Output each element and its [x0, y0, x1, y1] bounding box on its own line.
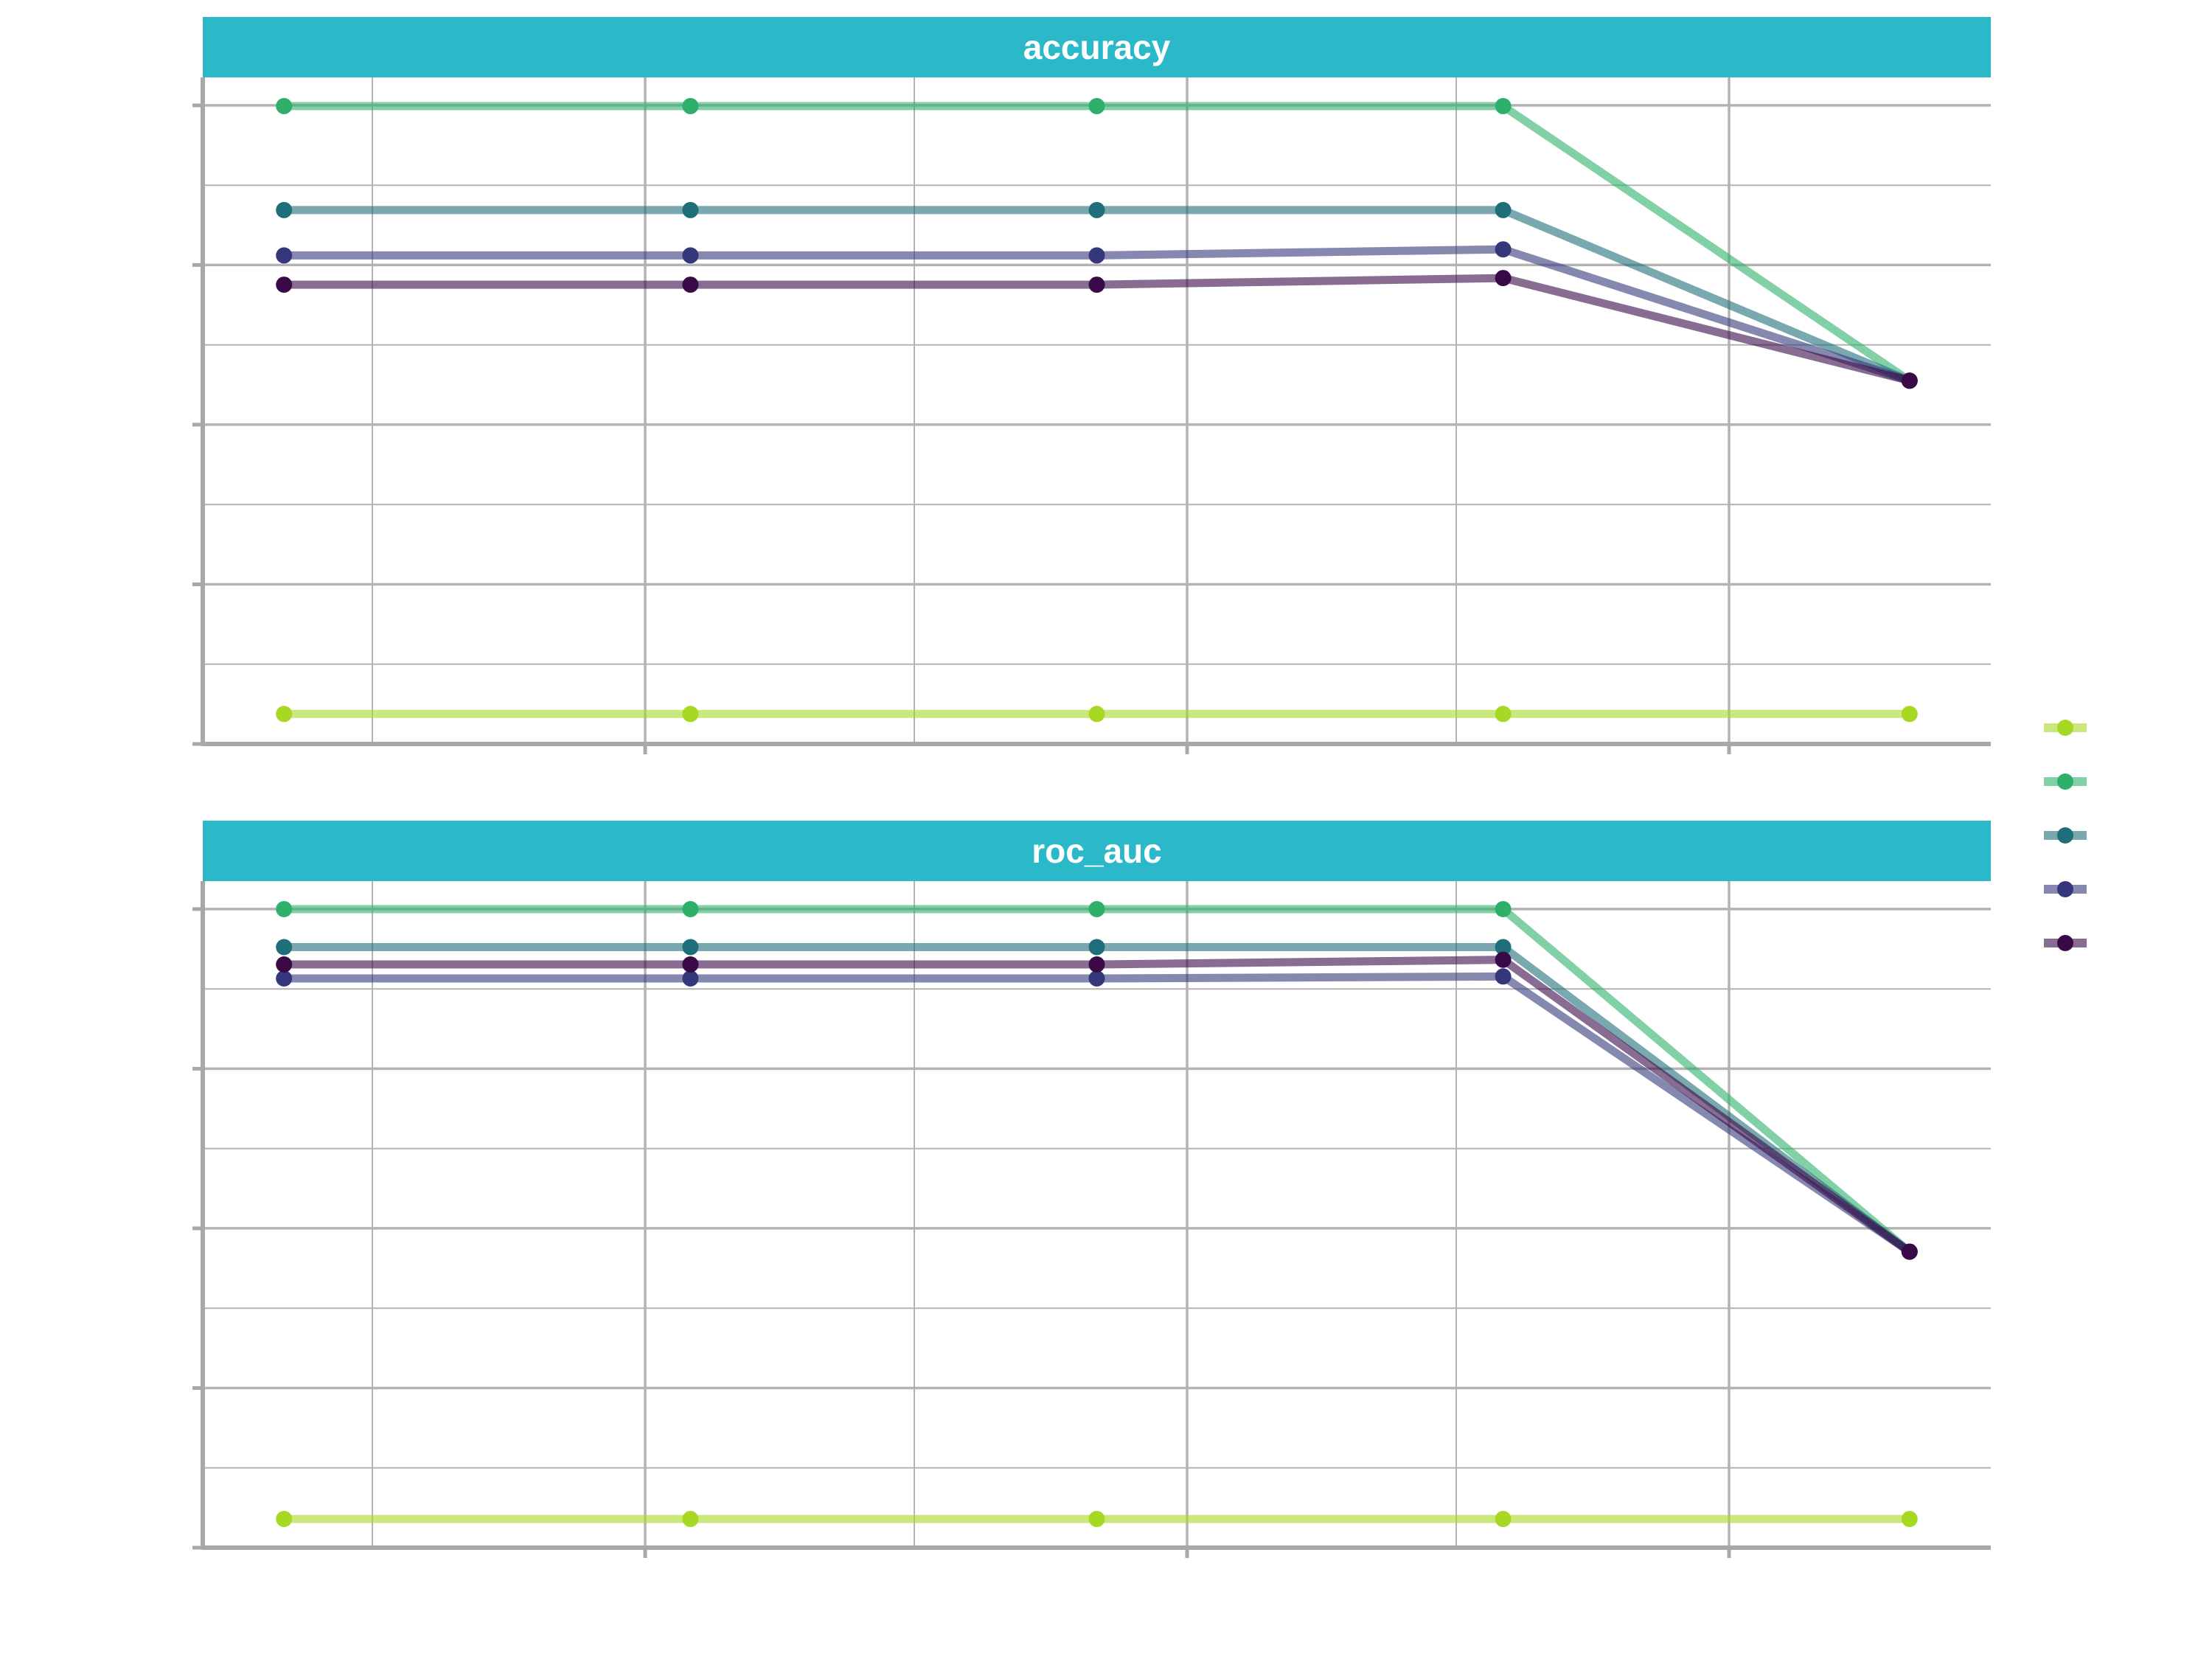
data-point [276, 247, 293, 264]
data-point [1088, 276, 1105, 293]
data-point [1088, 939, 1105, 956]
data-point [682, 97, 699, 114]
data-point [1495, 201, 1512, 218]
legend-point [2057, 881, 2073, 897]
data-point [1495, 1511, 1512, 1528]
data-point [1495, 241, 1512, 258]
series-line [284, 206, 1911, 385]
data-point [1495, 97, 1512, 114]
facet-title: roc_auc [1032, 832, 1161, 870]
series-4 [276, 951, 1918, 1260]
data-point [276, 956, 293, 973]
grid-lines [203, 77, 1991, 745]
legend-point [2057, 720, 2073, 736]
data-point [1495, 951, 1512, 968]
axes [192, 881, 1991, 1558]
data-point [682, 201, 699, 218]
series-line [284, 972, 1912, 1256]
data-point [1088, 97, 1105, 114]
data-point [682, 247, 699, 264]
data-point [1901, 1243, 1918, 1260]
data-point [682, 901, 699, 917]
data-point [1088, 901, 1105, 917]
legend-key-2 [2044, 827, 2087, 844]
data-point [1088, 970, 1105, 987]
series-3 [276, 241, 1918, 389]
data-point [682, 706, 699, 723]
series-lines [276, 97, 1918, 723]
series-2 [276, 201, 1918, 389]
data-point [1495, 270, 1512, 287]
data-point [276, 201, 293, 218]
data-point [1901, 706, 1918, 723]
legend-point [2057, 935, 2073, 951]
legend-key-1 [2044, 773, 2087, 790]
legend-point [2057, 827, 2073, 844]
data-point [1088, 247, 1105, 264]
legend-point [2057, 773, 2073, 790]
data-point [276, 939, 293, 956]
data-point [276, 1511, 293, 1528]
data-point [682, 276, 699, 293]
series-0 [276, 1511, 1918, 1528]
data-point [1088, 956, 1105, 973]
data-point [1088, 706, 1105, 723]
facet-title: accuracy [1023, 28, 1171, 66]
data-point [682, 939, 699, 956]
data-point [1495, 706, 1512, 723]
series-4 [276, 270, 1918, 389]
legend-key-3 [2044, 881, 2087, 897]
data-point [1495, 939, 1512, 956]
data-point [682, 1511, 699, 1528]
data-point [276, 706, 293, 723]
data-point [1088, 1511, 1105, 1528]
series-line [284, 274, 1911, 385]
data-point [1901, 1511, 1918, 1528]
series-0 [276, 706, 1918, 723]
series-lines [276, 901, 1918, 1528]
series-2 [276, 939, 1918, 1260]
data-point [1495, 968, 1512, 985]
data-point [1088, 201, 1105, 218]
series-line [284, 943, 1913, 1256]
facet-strip [203, 821, 1991, 881]
facet-strip [203, 17, 1991, 77]
data-point [276, 970, 293, 987]
axes [192, 77, 1991, 754]
data-point [1495, 901, 1512, 917]
data-point [682, 956, 699, 973]
series-1 [276, 901, 1918, 1260]
series-line [284, 102, 1912, 384]
legend-key-0 [2044, 720, 2087, 736]
facet-accuracy: accuracy [192, 17, 1991, 754]
data-point [682, 970, 699, 987]
facet-roc-auc: roc_auc [192, 821, 1991, 1558]
data-point [276, 97, 293, 114]
data-point [276, 901, 293, 917]
legend [2044, 720, 2087, 951]
series-3 [276, 968, 1918, 1260]
series-line [284, 956, 1913, 1256]
legend-key-4 [2044, 935, 2087, 951]
data-point [1901, 372, 1918, 389]
data-point [276, 276, 293, 293]
